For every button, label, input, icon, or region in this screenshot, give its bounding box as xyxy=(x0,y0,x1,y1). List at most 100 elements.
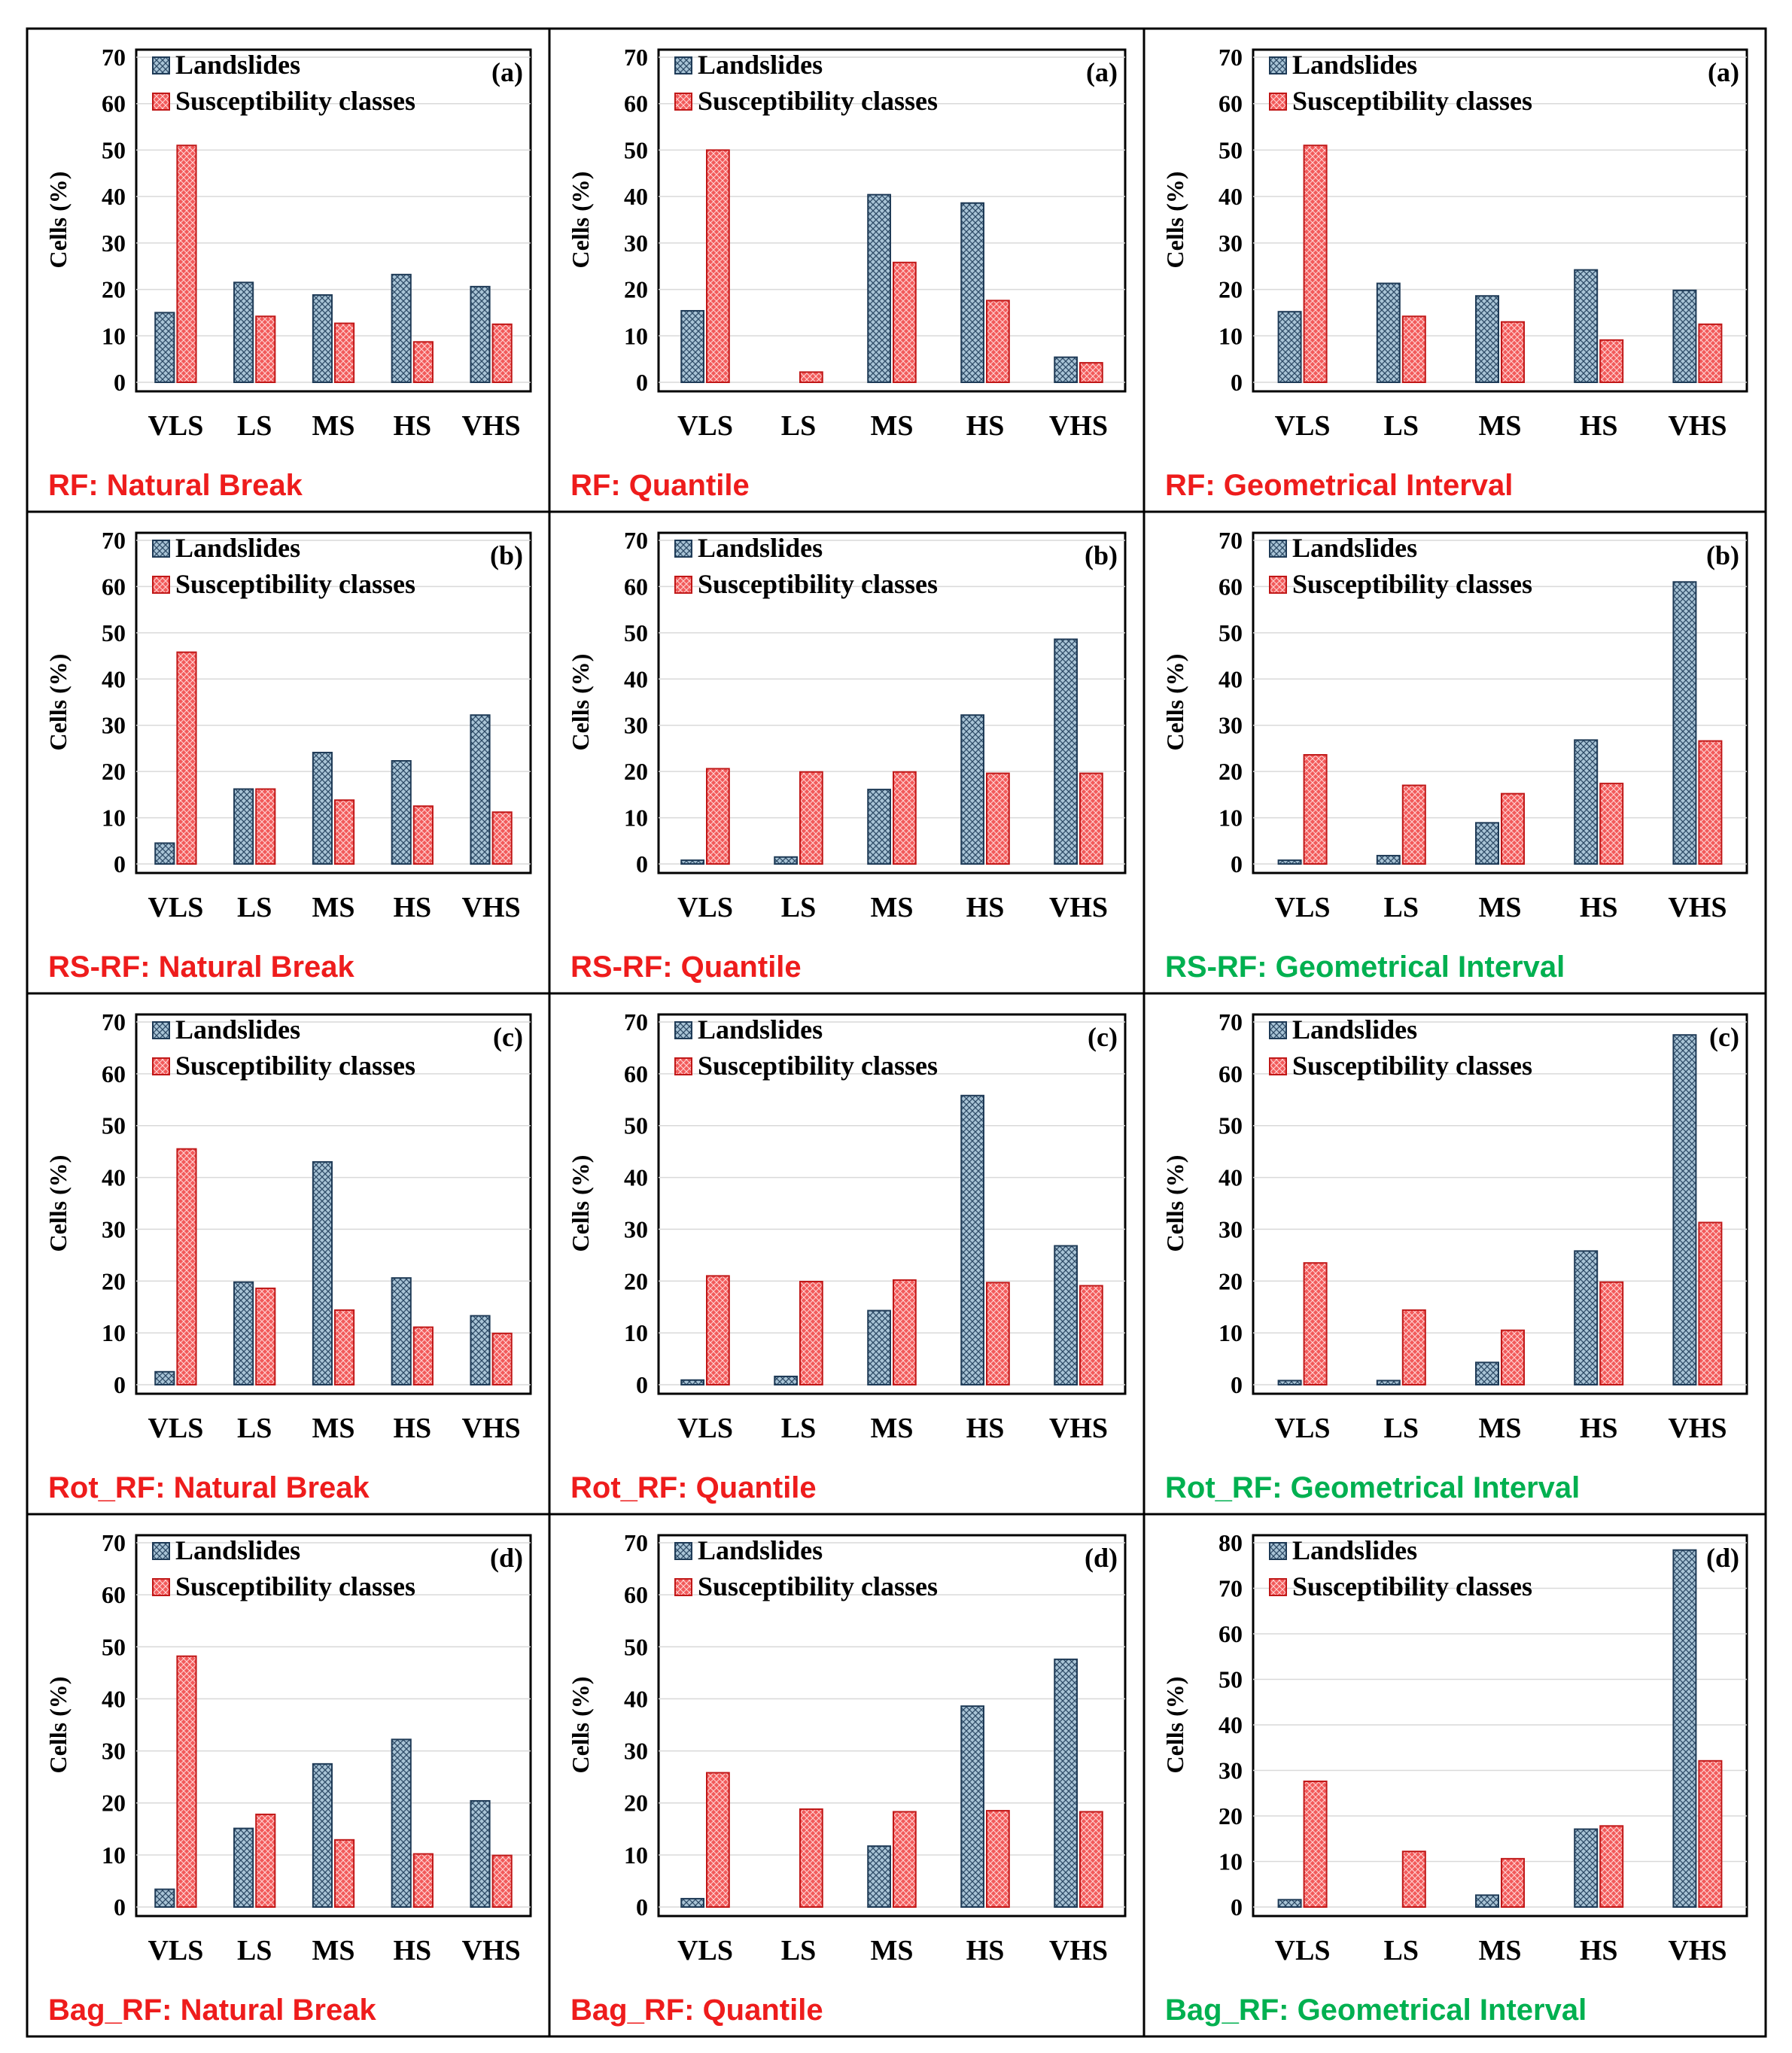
y-tick-label: 60 xyxy=(1218,1060,1243,1087)
x-tick-label: VLS xyxy=(1275,1413,1331,1444)
y-tick-label: 50 xyxy=(1218,1112,1243,1139)
x-tick-label: LS xyxy=(1384,410,1419,442)
y-tick-label: 10 xyxy=(102,322,126,349)
y-tick-label: 60 xyxy=(624,1581,648,1608)
bar-susceptibility-vls xyxy=(706,1275,730,1386)
x-tick-label: VHS xyxy=(462,892,521,923)
y-tick-label: 50 xyxy=(624,136,648,163)
bar-landslides-vhs xyxy=(1672,1549,1697,1908)
y-tick-label: 20 xyxy=(1218,1267,1243,1294)
panel-tag: (c) xyxy=(1709,1022,1739,1052)
legend-swatch-landslides xyxy=(152,1542,170,1560)
chart-caption: RS-RF: Quantile xyxy=(570,950,802,984)
bar-susceptibility-ms xyxy=(334,799,355,865)
bar-landslides-vhs xyxy=(470,714,491,865)
legend-swatch-susceptibility xyxy=(152,93,170,111)
bar-susceptibility-hs xyxy=(412,1326,434,1386)
y-axis-label: Cells (%) xyxy=(567,1155,594,1252)
chart-caption: Rot_RF: Geometrical Interval xyxy=(1165,1471,1580,1504)
bar-susceptibility-ls xyxy=(1401,1309,1426,1385)
bar-susceptibility-ms xyxy=(1501,1329,1525,1385)
bar-landslides-vls xyxy=(680,1897,704,1909)
y-tick-label: 10 xyxy=(102,804,126,832)
legend-label-susceptibility: Susceptibility classes xyxy=(175,86,415,116)
y-tick-label: 0 xyxy=(636,369,648,396)
bar-landslides-ms xyxy=(1475,822,1499,865)
y-tick-label: 40 xyxy=(1218,665,1243,692)
y-tick-label: 20 xyxy=(102,276,126,303)
y-tick-label: 30 xyxy=(624,230,648,257)
x-tick-label: VLS xyxy=(677,892,733,923)
panel-tag: (c) xyxy=(1088,1022,1118,1052)
x-tick-label: VLS xyxy=(1275,892,1331,923)
y-tick-label: 10 xyxy=(624,1319,648,1346)
x-tick-label: LS xyxy=(781,892,816,923)
y-tick-label: 30 xyxy=(624,1215,648,1242)
y-tick-label: 10 xyxy=(1218,1848,1243,1875)
bar-landslides-ls xyxy=(774,1375,798,1386)
y-tick-label: 70 xyxy=(102,1529,126,1556)
bar-susceptibility-vhs xyxy=(1698,323,1723,384)
legend-label-landslides: Landslides xyxy=(698,1535,823,1565)
plot-frame xyxy=(657,1534,1127,1918)
y-tick-label: 50 xyxy=(624,1633,648,1660)
legend-swatch-landslides xyxy=(1269,56,1287,75)
y-tick-label: 30 xyxy=(102,1738,126,1765)
legend-label-landslides: Landslides xyxy=(1292,1014,1417,1045)
bar-landslides-vls xyxy=(154,1370,175,1386)
y-axis-label: Cells (%) xyxy=(1161,1155,1188,1252)
y-tick-label: 0 xyxy=(114,850,126,877)
bar-susceptibility-hs xyxy=(1599,783,1624,865)
y-tick-label: 50 xyxy=(102,619,126,646)
legend-swatch-susceptibility xyxy=(674,93,692,111)
legend-swatch-landslides xyxy=(152,56,170,75)
panel-border xyxy=(1142,1513,1767,2038)
bar-susceptibility-ms xyxy=(334,322,355,384)
y-tick-label: 10 xyxy=(624,322,648,349)
legend-swatch-landslides xyxy=(674,1021,692,1039)
bar-susceptibility-ls xyxy=(1401,784,1426,865)
chart-caption: RF: Natural Break xyxy=(48,469,303,502)
bar-susceptibility-vls xyxy=(706,768,730,865)
bar-landslides-vhs xyxy=(1054,638,1078,865)
y-axis-label: Cells (%) xyxy=(44,172,71,269)
legend-swatch-landslides xyxy=(1269,1021,1287,1039)
y-tick-label: 30 xyxy=(1218,1215,1243,1242)
x-tick-label: VLS xyxy=(1275,1935,1331,1966)
chart-caption: Bag_RF: Quantile xyxy=(570,1994,823,2027)
x-tick-label: VLS xyxy=(148,892,203,923)
bar-susceptibility-vls xyxy=(1303,1781,1328,1909)
bar-susceptibility-ls xyxy=(799,1280,823,1385)
bar-susceptibility-ls xyxy=(799,1808,823,1909)
x-tick-label: HS xyxy=(966,1413,1005,1444)
chart-panel-9: 0 10 20 30 40 50 60 70 Cells (%) VLS LS MS HS VHS Land… xyxy=(1142,992,1767,1516)
bar-landslides-vls xyxy=(680,309,704,383)
y-tick-label: 20 xyxy=(102,1790,126,1817)
bar-susceptibility-ls xyxy=(255,315,276,384)
bar-landslides-vls xyxy=(154,312,175,383)
x-tick-label: HS xyxy=(393,410,431,442)
x-tick-label: VLS xyxy=(677,410,733,442)
y-tick-label: 10 xyxy=(624,804,648,832)
legend-label-susceptibility: Susceptibility classes xyxy=(175,1051,415,1081)
y-tick-label: 20 xyxy=(624,758,648,785)
panel-tag: (c) xyxy=(493,1022,523,1052)
x-tick-label: LS xyxy=(237,892,272,923)
bar-landslides-hs xyxy=(1574,269,1599,383)
y-tick-label: 60 xyxy=(102,1060,126,1087)
y-tick-label: 40 xyxy=(102,1685,126,1712)
y-axis-label: Cells (%) xyxy=(44,654,71,751)
y-tick-label: 50 xyxy=(624,1112,648,1139)
legend-label-landslides: Landslides xyxy=(698,1014,823,1045)
bar-landslides-ls xyxy=(774,856,798,865)
bar-susceptibility-ms xyxy=(334,1309,355,1385)
y-tick-label: 60 xyxy=(102,1581,126,1608)
y-tick-label: 60 xyxy=(624,90,648,117)
bar-susceptibility-vls xyxy=(706,149,730,384)
bar-susceptibility-ms xyxy=(893,1279,917,1385)
panel-tag: (d) xyxy=(490,1543,523,1573)
chart-caption: RF: Geometrical Interval xyxy=(1165,469,1513,502)
legend-swatch-susceptibility xyxy=(1269,1057,1287,1075)
bar-landslides-vls xyxy=(1277,1379,1302,1386)
plot-frame xyxy=(657,531,1127,874)
